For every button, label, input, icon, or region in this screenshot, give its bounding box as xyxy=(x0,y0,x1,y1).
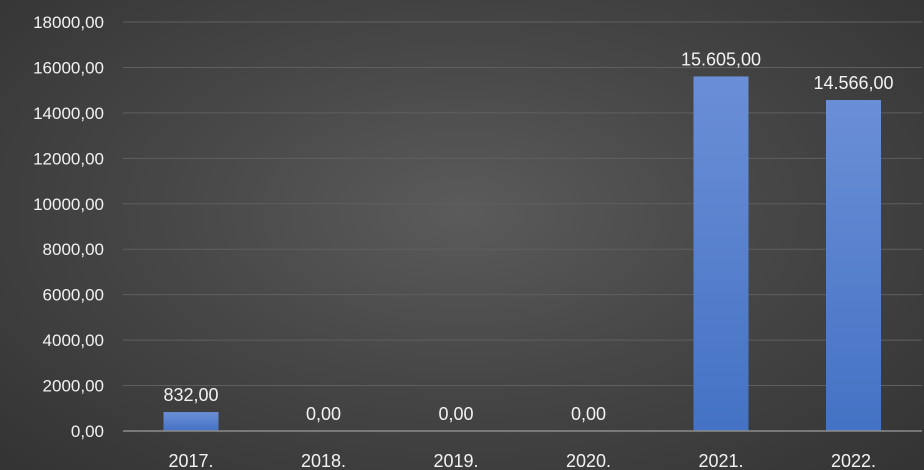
y-tick-label: 10000,00 xyxy=(33,195,104,214)
x-category-label: 2018. xyxy=(301,451,346,470)
bar xyxy=(826,100,881,432)
gridlines xyxy=(123,21,922,387)
data-label: 0,00 xyxy=(438,404,473,424)
data-label: 832,00 xyxy=(163,385,218,405)
y-tick-label: 4000,00 xyxy=(43,331,104,350)
data-labels: 832,00 0,00 0,00 0,00 15.605,00 14.566,00 xyxy=(163,49,893,424)
x-category-label: 2020. xyxy=(566,451,611,470)
bars xyxy=(163,76,881,432)
bar xyxy=(693,76,749,431)
y-tick-label: 12000,00 xyxy=(33,149,104,168)
data-label: 0,00 xyxy=(571,404,606,424)
y-axis-tick-labels: 0,00 2000,00 4000,00 6000,00 8000,00 10000,00… xyxy=(33,13,104,441)
x-axis-category-labels: 2017. 2018. 2019. 2020. 2021. 2022. xyxy=(168,451,876,470)
x-category-label: 2021. xyxy=(698,451,743,470)
x-category-label: 2019. xyxy=(433,451,478,470)
y-tick-label: 14000,00 xyxy=(33,104,104,123)
x-category-label: 2022. xyxy=(831,451,876,470)
y-tick-label: 16000,00 xyxy=(33,58,104,77)
x-category-label: 2017. xyxy=(168,451,213,470)
data-label: 0,00 xyxy=(306,404,341,424)
y-tick-label: 0,00 xyxy=(71,422,104,441)
data-label: 15.605,00 xyxy=(681,49,761,69)
data-label: 14.566,00 xyxy=(813,73,893,93)
y-tick-label: 2000,00 xyxy=(43,377,104,396)
bar xyxy=(163,412,219,431)
y-tick-label: 6000,00 xyxy=(43,286,104,305)
y-tick-label: 18000,00 xyxy=(33,13,104,32)
y-tick-label: 8000,00 xyxy=(43,240,104,259)
